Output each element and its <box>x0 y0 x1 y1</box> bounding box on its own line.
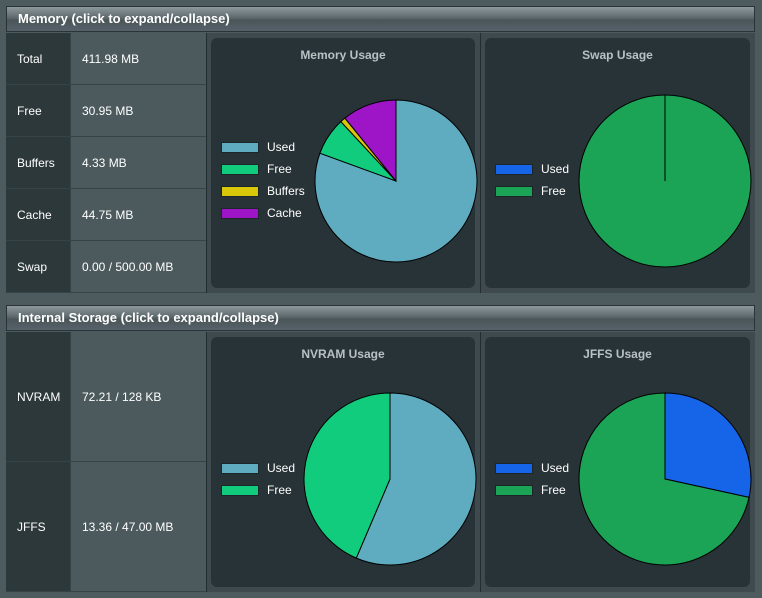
pie-slice-cache <box>344 99 397 183</box>
legend-swatch <box>221 484 259 496</box>
chart-legend: Used Free Buffers Cache <box>221 136 305 224</box>
row-value: 13.36 / 47.00 MB <box>70 462 206 591</box>
row-label: JFFS <box>6 462 70 591</box>
legend-item-used: Used <box>495 457 569 479</box>
legend-item-free: Free <box>221 479 295 501</box>
pie-slice-used <box>664 392 752 498</box>
legend-label: Free <box>267 162 292 176</box>
row-label: Free <box>6 85 70 136</box>
legend-swatch <box>495 484 533 496</box>
row-value: 44.75 MB <box>70 189 206 240</box>
jffs-pie <box>578 392 752 566</box>
row-value: 30.95 MB <box>70 85 206 136</box>
legend-label: Cache <box>267 206 302 220</box>
nvram-usage-chart: NVRAM Usage Used Free <box>211 337 477 587</box>
legend-swatch <box>221 207 259 219</box>
legend-item-buffers: Buffers <box>221 180 305 202</box>
row-label: NVRAM <box>6 332 70 461</box>
memory-section-header[interactable]: Memory (click to expand/collapse) <box>6 6 755 32</box>
legend-swatch <box>221 462 259 474</box>
legend-swatch <box>221 163 259 175</box>
row-label: Swap <box>6 241 70 292</box>
pie-slice-used <box>355 392 477 566</box>
swap-usage-chart: Swap Usage Used Free <box>485 38 752 288</box>
legend-swatch <box>495 462 533 474</box>
storage-row-nvram: NVRAM 72.21 / 128 KB <box>6 332 206 462</box>
row-value: 0.00 / 500.00 MB <box>70 241 206 292</box>
chart-title: Swap Usage <box>582 48 653 62</box>
legend-swatch <box>495 163 533 175</box>
legend-label: Used <box>541 461 570 475</box>
memory-row-total: Total 411.98 MB <box>6 33 206 85</box>
memory-row-free: Free 30.95 MB <box>6 85 206 137</box>
swap-pie <box>578 94 752 268</box>
memory-row-buffers: Buffers 4.33 MB <box>6 137 206 189</box>
row-label: Total <box>6 33 70 84</box>
row-label: Buffers <box>6 137 70 188</box>
pie-slice-free <box>578 392 750 566</box>
legend-label: Free <box>541 184 566 198</box>
memory-usage-chart: Memory Usage Used Free Buffers Cache <box>211 38 478 288</box>
storage-section-header[interactable]: Internal Storage (click to expand/collap… <box>6 305 755 331</box>
legend-label: Free <box>541 483 566 497</box>
legend-swatch <box>221 185 259 197</box>
row-value: 4.33 MB <box>70 137 206 188</box>
storage-row-jffs: JFFS 13.36 / 47.00 MB <box>6 462 206 592</box>
memory-pie <box>314 99 478 263</box>
legend-item-free: Free <box>495 180 569 202</box>
chart-title: NVRAM Usage <box>301 347 385 361</box>
legend-item-free: Free <box>221 158 305 180</box>
legend-label: Buffers <box>267 184 305 198</box>
row-label: Cache <box>6 189 70 240</box>
legend-item-used: Used <box>221 136 305 158</box>
pie-slice-free <box>303 392 391 559</box>
legend-swatch <box>221 141 259 153</box>
legend-swatch <box>495 185 533 197</box>
jffs-usage-chart: JFFS Usage Used Free <box>485 337 752 587</box>
chart-legend: Used Free <box>221 457 295 501</box>
legend-label: Used <box>267 461 296 475</box>
row-value: 411.98 MB <box>70 33 206 84</box>
legend-item-free: Free <box>495 479 569 501</box>
chart-title: JFFS Usage <box>583 347 652 361</box>
chart-legend: Used Free <box>495 457 569 501</box>
legend-item-used: Used <box>495 158 569 180</box>
divider <box>206 33 207 293</box>
divider <box>480 332 481 592</box>
memory-row-swap: Swap 0.00 / 500.00 MB <box>6 241 206 293</box>
row-value: 72.21 / 128 KB <box>70 332 206 461</box>
legend-item-used: Used <box>221 457 295 479</box>
legend-label: Used <box>267 140 296 154</box>
legend-item-cache: Cache <box>221 202 305 224</box>
chart-legend: Used Free <box>495 158 569 202</box>
legend-label: Free <box>267 483 292 497</box>
divider <box>206 332 207 592</box>
nvram-pie <box>303 392 477 566</box>
chart-title: Memory Usage <box>300 48 386 62</box>
memory-row-cache: Cache 44.75 MB <box>6 189 206 241</box>
legend-label: Used <box>541 162 570 176</box>
divider <box>480 33 481 293</box>
